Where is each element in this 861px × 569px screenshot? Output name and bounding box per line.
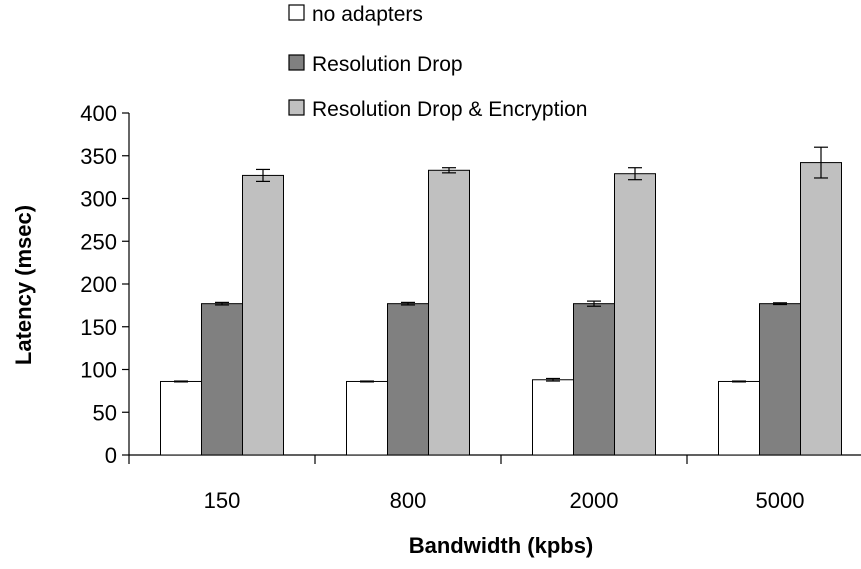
legend-label: no adapters	[312, 3, 423, 26]
legend: no adapters Resolution Drop Resolution Dro…	[288, 3, 587, 121]
x-tick-label: 800	[390, 488, 427, 513]
bar	[387, 303, 429, 456]
y-tick-label: 200	[80, 272, 117, 297]
bar	[532, 379, 574, 456]
y-tick-label: 150	[80, 315, 117, 340]
bar	[242, 174, 284, 456]
bar	[718, 380, 760, 456]
bar	[201, 303, 243, 456]
x-tick-label: 150	[204, 488, 241, 513]
bar	[428, 169, 470, 456]
legend-label: Resolution Drop	[312, 53, 463, 76]
y-tick-label: 0	[105, 443, 117, 468]
bars	[160, 146, 842, 456]
axes: 0 50 100 150 200 250 300 350 400 150 800 2000 5000	[80, 101, 861, 513]
legend-swatch	[288, 99, 305, 116]
bar	[800, 162, 842, 456]
bar	[759, 303, 801, 456]
x-axis-title: Bandwidth (kpbs)	[409, 533, 594, 558]
x-tick-label: 2000	[570, 488, 619, 513]
y-tick-label: 50	[93, 400, 117, 425]
y-axis-title: Latency (msec)	[11, 205, 36, 365]
bar	[160, 380, 202, 456]
y-tick-label: 100	[80, 358, 117, 383]
legend-swatch	[288, 54, 305, 71]
bar	[614, 173, 656, 456]
y-tick-label: 400	[80, 101, 117, 126]
legend-label: Resolution Drop & Encryption	[312, 98, 587, 121]
y-tick-label: 250	[80, 229, 117, 254]
bar	[573, 303, 615, 456]
x-tick-label: 5000	[756, 488, 805, 513]
legend-swatch	[288, 4, 305, 21]
bar	[346, 380, 388, 456]
y-tick-label: 350	[80, 144, 117, 169]
y-tick-label: 300	[80, 187, 117, 212]
